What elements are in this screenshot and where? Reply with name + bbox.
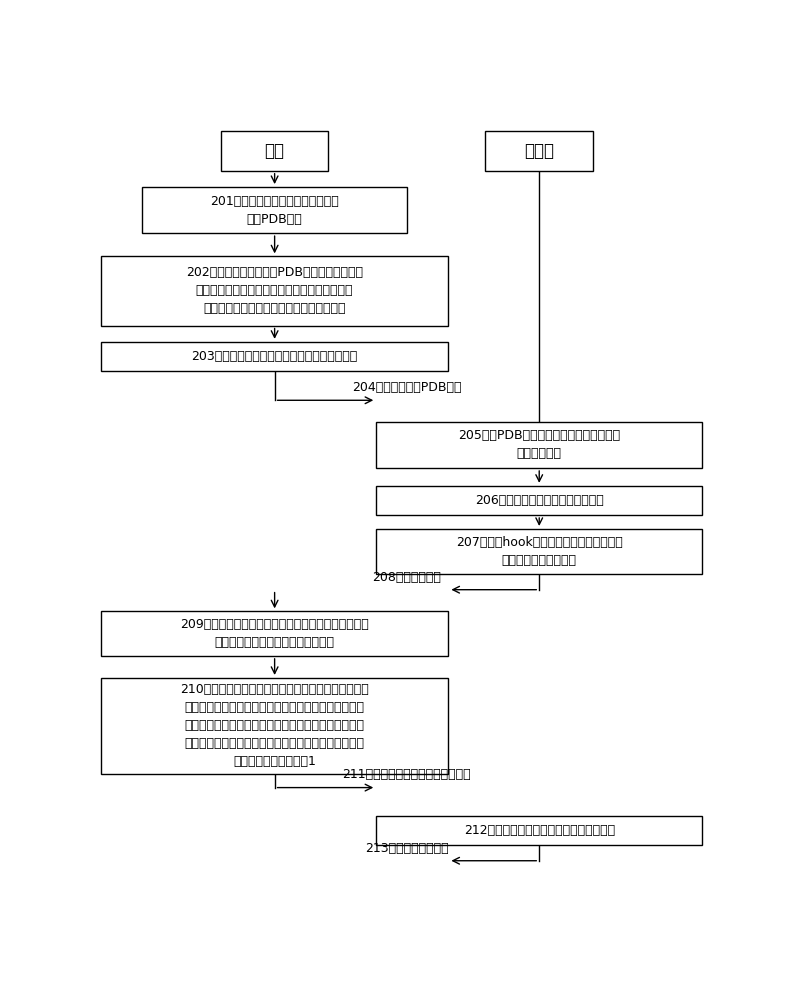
Text: 206、确定全部函数中的各第一函数: 206、确定全部函数中的各第一函数 [475,494,603,507]
Text: 213、热点函数的信息: 213、热点函数的信息 [365,842,449,855]
Bar [376,486,702,515]
Bar [101,256,449,326]
Bar [376,529,702,574]
Text: 208、测试工具包: 208、测试工具包 [372,571,441,584]
Bar [142,187,407,233]
Bar [101,342,449,371]
Text: 202、终端对目标程序的PDB文件进行解析，得
到目标程序中全部函数及全部函数对应的函数信
息集合，函数信息集合包括各函数的标识。: 202、终端对目标程序的PDB文件进行解析，得 到目标程序中全部函数及全部函数对… [186,266,363,315]
Text: 终端: 终端 [264,142,284,160]
Bar [221,131,329,171]
Text: 服务器: 服务器 [524,142,554,160]
Text: 204、目标程序的PDB文件: 204、目标程序的PDB文件 [353,381,461,394]
Bar [101,678,449,774]
Text: 210、通过该测试工具包对目标程序中第一函数的执行
次数进行统计，得到第一函数的执行次数的记录信息，
当执行目标程序时，每当执行到任一第一函数时，跳转
到与任一: 210、通过该测试工具包对目标程序中第一函数的执行 次数进行统计，得到第一函数的… [180,683,369,768]
Bar [376,422,702,468]
Text: 205、对PDB文件进行解析，得到目标程序
中的全部函数: 205、对PDB文件进行解析，得到目标程序 中的全部函数 [458,429,620,460]
Bar [485,131,593,171]
Bar [101,611,449,656]
Text: 211、各函数被执行次数的记录信息: 211、各函数被执行次数的记录信息 [343,768,471,781]
Text: 203、终端将各函数的标识存储至预置的存储区: 203、终端将各函数的标识存储至预置的存储区 [191,350,358,363]
Text: 201、获取目标程序中的程序数据库
文件PDB文件: 201、获取目标程序中的程序数据库 文件PDB文件 [210,195,339,226]
Text: 207、通过hook将函数记录操作注入到第一
函数里生成测试工具包: 207、通过hook将函数记录操作注入到第一 函数里生成测试工具包 [456,536,622,567]
Text: 212、对记录信息进行分析，确定热点函数: 212、对记录信息进行分析，确定热点函数 [464,824,615,837]
Text: 209、加载该测试工具包，测试工具包用于对目标程序
中的全部函数的执行次数进行测试，: 209、加载该测试工具包，测试工具包用于对目标程序 中的全部函数的执行次数进行测… [180,618,369,649]
Bar [376,816,702,845]
